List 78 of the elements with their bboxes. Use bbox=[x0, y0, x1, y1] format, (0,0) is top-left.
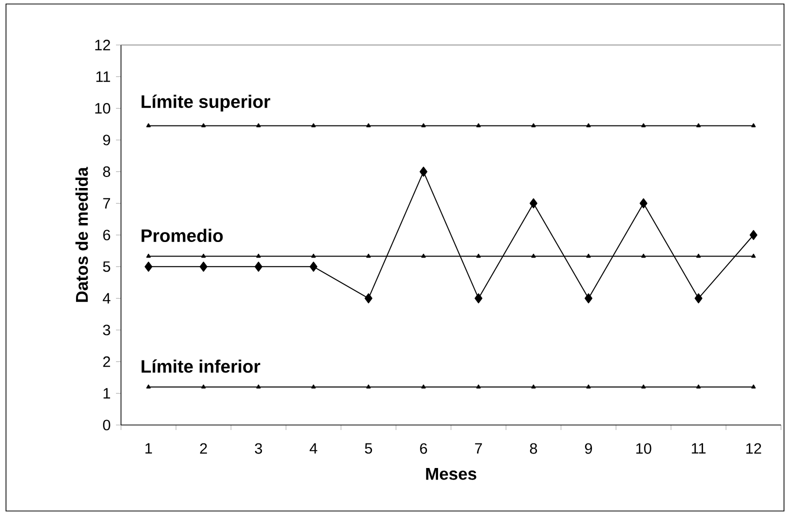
point bbox=[311, 123, 316, 128]
point bbox=[311, 254, 316, 258]
point bbox=[751, 123, 756, 128]
y-tick-label: 0 bbox=[103, 420, 110, 430]
point bbox=[420, 166, 428, 177]
x-tick-label: 8 bbox=[530, 443, 538, 454]
y-tick-label: 10 bbox=[95, 103, 110, 114]
y-tick-label: 7 bbox=[103, 198, 110, 208]
y-axis-title: Datos de medida bbox=[75, 166, 88, 302]
y-tick-label: 8 bbox=[103, 166, 110, 177]
point bbox=[641, 254, 646, 258]
point bbox=[641, 123, 646, 128]
point bbox=[146, 384, 151, 388]
point bbox=[201, 384, 206, 388]
point bbox=[254, 262, 262, 272]
point bbox=[751, 384, 756, 388]
y-tick-label: 12 bbox=[95, 40, 110, 50]
y-tick-label: 5 bbox=[103, 261, 110, 272]
legend-label: Límite inferior bbox=[142, 359, 260, 373]
x-tick-label: 11 bbox=[692, 443, 706, 454]
point bbox=[310, 262, 318, 272]
point bbox=[200, 262, 208, 272]
point bbox=[144, 262, 152, 272]
point bbox=[256, 123, 261, 128]
point bbox=[366, 384, 371, 388]
point bbox=[201, 123, 206, 128]
point bbox=[750, 230, 758, 240]
point bbox=[256, 384, 261, 388]
x-tick-label: 3 bbox=[254, 443, 262, 454]
point bbox=[366, 254, 371, 258]
point bbox=[476, 384, 481, 388]
y-tick-label: 1 bbox=[104, 388, 110, 398]
x-tick-label: 10 bbox=[636, 443, 652, 454]
point bbox=[146, 123, 151, 128]
y-tick-label: 6 bbox=[103, 230, 110, 240]
point bbox=[640, 198, 648, 208]
x-tick-label: 1 bbox=[145, 443, 152, 454]
point bbox=[694, 293, 702, 304]
point bbox=[531, 384, 536, 388]
y-tick-label: 11 bbox=[96, 72, 110, 82]
y-tick-label: 9 bbox=[103, 134, 110, 146]
x-tick-label: 4 bbox=[310, 443, 318, 454]
point bbox=[311, 384, 316, 388]
point bbox=[256, 254, 261, 258]
x-tick-label: 9 bbox=[585, 443, 592, 454]
point bbox=[476, 123, 481, 128]
point bbox=[421, 384, 426, 388]
x-tick-label: 7 bbox=[475, 443, 482, 454]
point bbox=[641, 384, 646, 388]
point bbox=[476, 254, 481, 258]
y-tick-label: 3 bbox=[103, 324, 110, 336]
point bbox=[421, 123, 426, 128]
x-tick-label: 12 bbox=[746, 443, 762, 454]
point bbox=[696, 254, 701, 258]
y-tick-label: 4 bbox=[102, 293, 110, 304]
point bbox=[531, 123, 536, 128]
point bbox=[364, 293, 372, 304]
legend-label: Límite superior bbox=[142, 94, 270, 112]
point bbox=[696, 384, 701, 388]
point bbox=[751, 254, 756, 258]
point bbox=[586, 384, 591, 388]
point bbox=[201, 254, 206, 258]
x-tick-label: 5 bbox=[364, 443, 372, 454]
point bbox=[421, 254, 426, 258]
point bbox=[146, 254, 151, 258]
point bbox=[531, 254, 536, 258]
x-tick-label: 2 bbox=[200, 443, 207, 454]
point bbox=[474, 293, 482, 304]
y-tick-label: 2 bbox=[103, 356, 110, 367]
point bbox=[584, 293, 592, 304]
point bbox=[586, 123, 591, 128]
point bbox=[696, 123, 701, 128]
x-axis-title: Meses bbox=[426, 468, 476, 480]
point bbox=[530, 198, 538, 208]
legend-label: Promedio bbox=[142, 228, 223, 242]
x-tick-label: 6 bbox=[420, 443, 428, 454]
point bbox=[586, 254, 591, 258]
point bbox=[366, 123, 371, 128]
